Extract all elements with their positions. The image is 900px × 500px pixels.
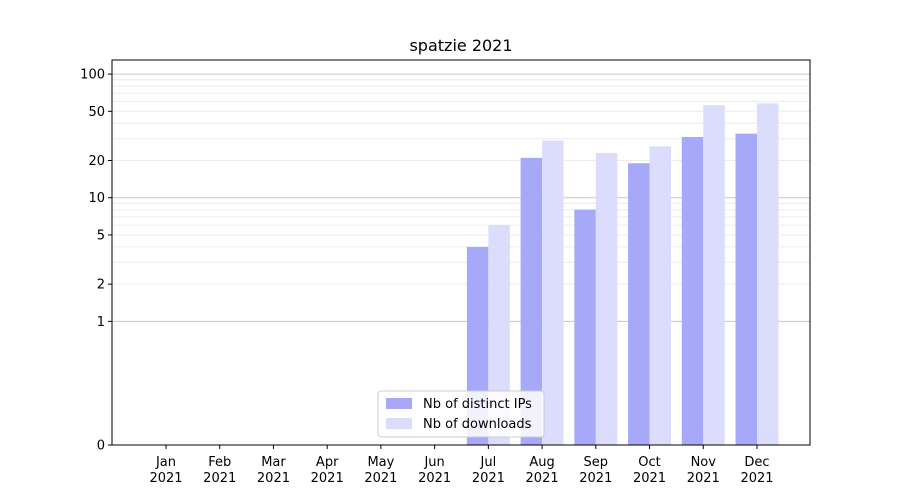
y-tick-label: 50: [88, 105, 105, 120]
bar-distinct-ips-nov: [681, 136, 704, 445]
x-tick-label-year: 2021: [418, 471, 451, 486]
x-tick-label-year: 2021: [687, 471, 720, 486]
x-tick-label-year: 2021: [526, 471, 559, 486]
bar-downloads-aug: [542, 140, 564, 445]
x-tick-label-year: 2021: [203, 471, 236, 486]
chart-title: spatzie 2021: [409, 36, 512, 55]
bar-distinct-ips-oct: [628, 163, 650, 445]
x-tick-label-month: Aug: [529, 455, 554, 470]
bar-downloads-nov: [703, 105, 725, 445]
y-axis: 0 1 2 5 10 20 50 100: [80, 68, 112, 454]
bar-downloads-dec: [757, 103, 779, 445]
bar-downloads-jul: [488, 225, 510, 445]
legend-label: Nb of downloads: [423, 417, 532, 432]
x-tick-label-month: Dec: [744, 455, 769, 470]
bar-distinct-ips-dec: [735, 133, 757, 445]
x-tick-label-year: 2021: [579, 471, 612, 486]
bar-downloads-sep: [595, 153, 618, 445]
y-tick-label: 2: [97, 278, 105, 293]
x-tick-label-month: Feb: [208, 455, 231, 470]
bars: [466, 103, 779, 446]
x-tick-label-month: Mar: [261, 455, 286, 470]
x-tick-label-year: 2021: [740, 471, 773, 486]
legend-box: [377, 390, 545, 438]
x-tick-label-month: Jan: [155, 455, 176, 470]
x-tick-label-year: 2021: [311, 471, 344, 486]
x-tick-label-year: 2021: [633, 471, 666, 486]
x-tick-label-month: Apr: [316, 455, 339, 470]
x-tick-label-year: 2021: [257, 471, 290, 486]
bar-distinct-ips-aug: [520, 157, 543, 446]
x-tick-label-year: 2021: [364, 471, 397, 486]
bar-downloads-oct: [649, 146, 672, 445]
x-tick-label-month: Jun: [423, 455, 444, 470]
x-tick-label-month: Nov: [691, 455, 717, 470]
x-tick-label-year: 2021: [149, 471, 182, 486]
y-tick-label: 1: [97, 315, 105, 330]
x-axis: Jan2021Feb2021Mar2021Apr2021May2021Jun20…: [149, 445, 774, 486]
y-tick-label: 100: [80, 68, 105, 83]
y-tick-label: 10: [88, 191, 105, 206]
x-tick-label-month: Sep: [584, 455, 609, 470]
bar-distinct-ips-sep: [574, 209, 596, 445]
legend: Nb of distinct IPs Nb of downloads: [377, 390, 545, 438]
y-tick-label: 20: [88, 154, 105, 169]
legend-swatch: [386, 398, 412, 409]
legend-swatch: [386, 418, 412, 429]
x-tick-label-month: Oct: [638, 455, 660, 470]
x-tick-label-month: Jul: [480, 455, 497, 470]
x-tick-label-year: 2021: [472, 471, 505, 486]
x-tick-label-month: May: [367, 455, 394, 470]
plot-area-frame: [111, 59, 811, 446]
y-tick-label: 5: [97, 228, 105, 243]
legend-label: Nb of distinct IPs: [423, 397, 532, 412]
y-tick-label: 0: [97, 439, 105, 454]
